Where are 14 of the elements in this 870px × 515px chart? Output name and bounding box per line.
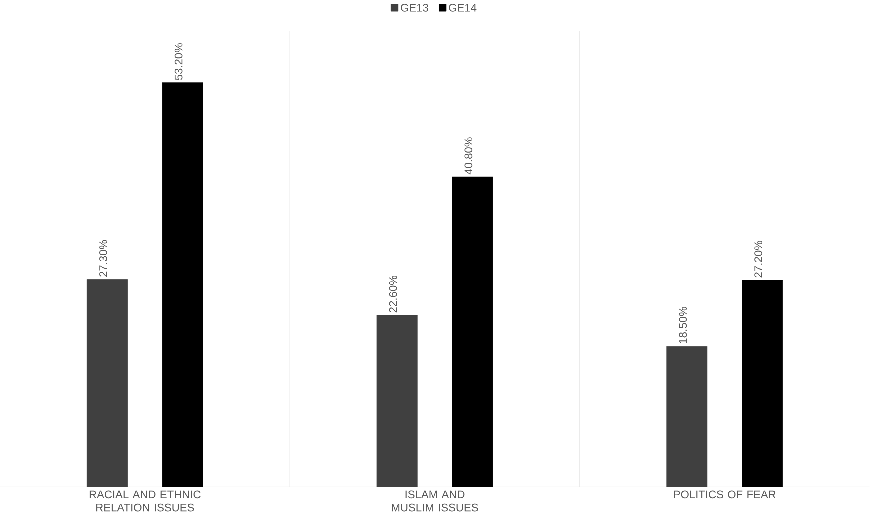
bar (162, 82, 204, 488)
data-label: 27.20% (754, 240, 762, 278)
bar (452, 176, 494, 488)
data-label: 53.20% (174, 43, 183, 80)
x-tick-label: RACIAL AND ETHNIC RELATION ISSUES (90, 490, 201, 512)
data-label: 27.30% (100, 240, 108, 277)
bar (742, 280, 784, 488)
data-label: 18.50% (679, 307, 688, 344)
x-tick-label: POLITICS OF FEAR (674, 490, 776, 499)
legend-label: GE14 (449, 4, 477, 12)
x-tick-label: ISLAM AND MUSLIM ISSUES (392, 490, 478, 512)
data-label: 22.60% (389, 276, 398, 313)
legend-label: GE13 (401, 4, 428, 12)
data-label: 40.80% (464, 138, 473, 175)
